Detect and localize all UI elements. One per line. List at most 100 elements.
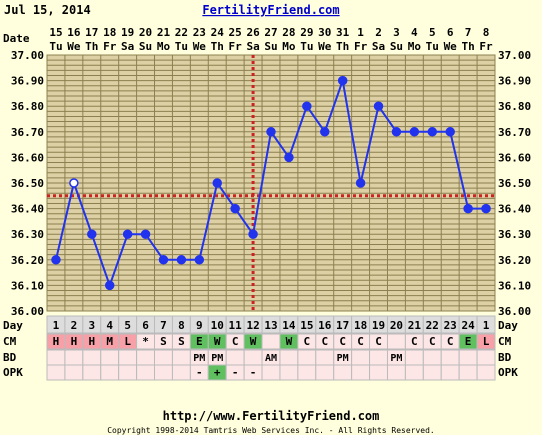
date-number: 3 bbox=[393, 26, 400, 39]
temperature-point bbox=[284, 152, 294, 163]
bd-cell bbox=[154, 349, 173, 366]
y-tick-label: 36.10 bbox=[11, 279, 44, 292]
opk-cell bbox=[404, 364, 424, 381]
opk-cell bbox=[422, 364, 442, 381]
cm-value: L bbox=[124, 335, 131, 348]
temperature-point bbox=[427, 127, 438, 137]
temperature-point bbox=[158, 255, 169, 265]
opk-cell bbox=[82, 364, 102, 381]
days-value: 2 bbox=[71, 319, 78, 332]
bd-cell bbox=[118, 349, 138, 366]
y-tick-label: 36.10 bbox=[498, 279, 531, 292]
weekday-label: Th bbox=[211, 40, 224, 53]
cm-value: L bbox=[483, 335, 490, 348]
y-tick-label: 37.00 bbox=[11, 49, 44, 62]
weekday-label: Su bbox=[390, 40, 403, 53]
weekday-label: Fr bbox=[103, 40, 117, 53]
days-value: 17 bbox=[336, 319, 349, 332]
opk-cell bbox=[440, 364, 460, 381]
y-tick-label: 36.60 bbox=[498, 151, 531, 164]
date-number: 8 bbox=[483, 26, 490, 39]
days-value: 5 bbox=[124, 319, 131, 332]
date-number: 31 bbox=[336, 26, 350, 39]
bd-cell bbox=[225, 349, 245, 366]
temperature-point bbox=[320, 127, 330, 137]
date-number: 22 bbox=[175, 26, 188, 39]
bd-cell bbox=[297, 349, 317, 366]
cm-value: C bbox=[339, 335, 346, 348]
cm-value: S bbox=[178, 335, 185, 348]
opk-cell bbox=[279, 364, 299, 381]
temperature-point bbox=[212, 178, 222, 188]
date-number: 29 bbox=[300, 26, 313, 39]
opk-cell bbox=[458, 364, 478, 381]
bd-cell bbox=[243, 349, 263, 366]
weekday-label: Mo bbox=[282, 40, 296, 53]
opk-cell bbox=[100, 364, 120, 381]
temperature-point bbox=[302, 101, 312, 111]
date-number: 7 bbox=[465, 26, 472, 39]
cm-value: C bbox=[375, 335, 382, 348]
date-number: 1 bbox=[357, 26, 364, 39]
weekday-label: Tu bbox=[300, 40, 313, 53]
y-tick-label: 36.30 bbox=[11, 228, 44, 241]
date-number: 18 bbox=[103, 26, 116, 39]
weekday-label: Sa bbox=[372, 40, 385, 53]
days-value: 12 bbox=[246, 319, 259, 332]
y-tick-label: 36.30 bbox=[498, 228, 531, 241]
opk-cell bbox=[118, 364, 138, 381]
days-value: 10 bbox=[211, 319, 224, 332]
weekday-label: Fr bbox=[229, 40, 243, 53]
date-number: 21 bbox=[157, 26, 171, 39]
header-site-link[interactable]: FertilityFriend.com bbox=[202, 3, 339, 17]
weekday-label: We bbox=[67, 40, 81, 53]
bd-value: PM bbox=[390, 353, 402, 364]
temperature-point bbox=[140, 229, 151, 239]
weekday-label: Fr bbox=[354, 40, 368, 53]
temperature-point bbox=[104, 280, 115, 291]
weekday-label: Sa bbox=[121, 40, 134, 53]
weekday-label: We bbox=[318, 40, 332, 53]
bd-cell bbox=[171, 349, 191, 366]
weekday-label: Su bbox=[264, 40, 277, 53]
weekday-label: Th bbox=[336, 40, 349, 53]
date-number: 27 bbox=[264, 26, 277, 39]
footer-url-link[interactable]: http://www.FertilityFriend.com bbox=[163, 409, 380, 423]
opk-cell bbox=[369, 364, 388, 381]
days-cell bbox=[476, 315, 496, 334]
days-value: 1 bbox=[483, 319, 490, 332]
opk-cell bbox=[171, 364, 191, 381]
cm-value: C bbox=[411, 335, 418, 348]
opk-cell bbox=[136, 364, 156, 381]
cm-value: C bbox=[321, 335, 328, 348]
y-tick-label: 36.50 bbox=[11, 177, 44, 190]
temperature-point bbox=[391, 127, 402, 137]
cm-value: W bbox=[286, 335, 293, 348]
weekday-label: Fr bbox=[479, 40, 493, 53]
row-label-right-bd: BD bbox=[498, 351, 512, 364]
weekday-label: Tu bbox=[426, 40, 439, 53]
days-value: 20 bbox=[390, 319, 403, 332]
temperature-point bbox=[337, 75, 348, 86]
days-value: 13 bbox=[264, 319, 277, 332]
cm-value: C bbox=[429, 335, 436, 348]
temperature-point bbox=[69, 178, 79, 188]
temperature-point bbox=[122, 229, 133, 239]
bd-cell bbox=[458, 349, 478, 366]
days-value: 22 bbox=[426, 319, 439, 332]
cm-cell bbox=[386, 333, 406, 350]
weekday-label: Mo bbox=[157, 40, 171, 53]
row-label-days: Day bbox=[3, 319, 23, 332]
temperature-point bbox=[176, 255, 187, 265]
y-tick-label: 36.90 bbox=[498, 75, 531, 88]
cm-cell bbox=[476, 333, 496, 350]
date-number: 16 bbox=[67, 26, 81, 39]
days-value: 4 bbox=[106, 319, 113, 332]
cm-value: E bbox=[465, 335, 472, 348]
date-number: 25 bbox=[229, 26, 242, 39]
cm-value: C bbox=[232, 335, 239, 348]
date-number: 28 bbox=[282, 26, 295, 39]
cm-value: C bbox=[357, 335, 364, 348]
opk-value: + bbox=[214, 366, 221, 379]
cm-value: S bbox=[160, 335, 167, 348]
